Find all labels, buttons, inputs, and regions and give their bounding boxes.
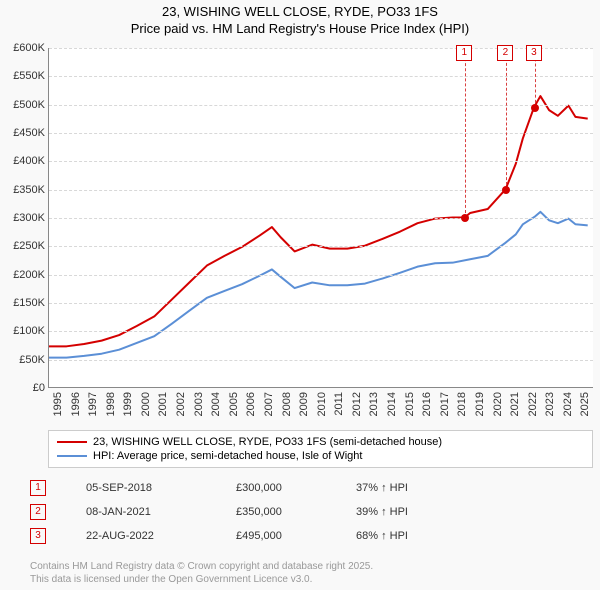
x-tick-label: 2011 xyxy=(333,392,345,416)
x-tick-label: 2006 xyxy=(245,392,257,416)
chart-title-line1: 23, WISHING WELL CLOSE, RYDE, PO33 1FS xyxy=(0,4,600,19)
x-tick-label: 2022 xyxy=(527,392,539,416)
x-tick-label: 2015 xyxy=(404,392,416,416)
event-row: 2 08-JAN-2021£350,00039% ↑ HPI xyxy=(30,500,590,524)
event-row: 1 05-SEP-2018£300,00037% ↑ HPI xyxy=(30,476,590,500)
x-tick-label: 2008 xyxy=(281,392,293,416)
y-tick-label: £300K xyxy=(0,212,45,224)
event-row-pct: 37% ↑ HPI xyxy=(356,482,476,494)
x-tick-label: 2021 xyxy=(509,392,521,416)
x-tick-label: 1998 xyxy=(105,392,117,416)
gridline xyxy=(49,133,593,134)
y-tick-label: £350K xyxy=(0,184,45,196)
gridline xyxy=(49,360,593,361)
x-tick-label: 2018 xyxy=(456,392,468,416)
y-tick-label: £400K xyxy=(0,155,45,167)
x-tick-label: 2001 xyxy=(157,392,169,416)
x-tick-label: 2005 xyxy=(228,392,240,416)
x-tick-label: 2019 xyxy=(474,392,486,416)
events-table: 1 05-SEP-2018£300,00037% ↑ HPI 2 08-JAN-202… xyxy=(30,476,590,548)
event-row-date: 22-AUG-2022 xyxy=(86,530,236,542)
event-dot xyxy=(502,186,510,194)
x-tick-label: 2017 xyxy=(439,392,451,416)
event-row-badge: 3 xyxy=(30,528,46,544)
gridline xyxy=(49,190,593,191)
y-tick-label: £100K xyxy=(0,325,45,337)
gridline xyxy=(49,246,593,247)
x-tick-label: 2003 xyxy=(193,392,205,416)
x-tick-label: 2016 xyxy=(421,392,433,416)
x-tick-label: 2012 xyxy=(351,392,363,416)
event-row-badge: 1 xyxy=(30,480,46,496)
event-row-price: £350,000 xyxy=(236,506,356,518)
event-badge: 1 xyxy=(456,45,472,61)
x-tick-label: 1997 xyxy=(87,392,99,416)
x-tick-label: 2004 xyxy=(210,392,222,416)
y-tick-label: £50K xyxy=(0,354,45,366)
event-dot xyxy=(531,104,539,112)
y-tick-label: £450K xyxy=(0,127,45,139)
event-row-pct: 68% ↑ HPI xyxy=(356,530,476,542)
x-tick-label: 2023 xyxy=(544,392,556,416)
x-tick-label: 2007 xyxy=(263,392,275,416)
gridline xyxy=(49,303,593,304)
x-tick-label: 2000 xyxy=(140,392,152,416)
gridline xyxy=(49,76,593,77)
x-tick-label: 2013 xyxy=(368,392,380,416)
x-tick-label: 2020 xyxy=(492,392,504,416)
chart-container: 23, WISHING WELL CLOSE, RYDE, PO33 1FS P… xyxy=(0,0,600,590)
gridline xyxy=(49,331,593,332)
event-row-date: 05-SEP-2018 xyxy=(86,482,236,494)
legend-label: 23, WISHING WELL CLOSE, RYDE, PO33 1FS (… xyxy=(93,436,442,448)
x-tick-label: 2009 xyxy=(298,392,310,416)
gridline xyxy=(49,161,593,162)
y-tick-label: £500K xyxy=(0,99,45,111)
y-tick-label: £250K xyxy=(0,240,45,252)
y-tick-label: £600K xyxy=(0,42,45,54)
legend-swatch xyxy=(57,441,87,443)
x-tick-label: 2025 xyxy=(579,392,591,416)
legend-item: HPI: Average price, semi-detached house,… xyxy=(57,449,584,463)
attribution-line1: Contains HM Land Registry data © Crown c… xyxy=(30,560,373,573)
y-tick-label: £550K xyxy=(0,70,45,82)
y-tick-label: £150K xyxy=(0,297,45,309)
chart-title-line2: Price paid vs. HM Land Registry's House … xyxy=(0,21,600,36)
event-row-price: £300,000 xyxy=(236,482,356,494)
event-row-pct: 39% ↑ HPI xyxy=(356,506,476,518)
series-line xyxy=(49,212,588,358)
event-marker xyxy=(465,48,466,218)
gridline xyxy=(49,105,593,106)
event-marker xyxy=(506,48,507,190)
attribution-line2: This data is licensed under the Open Gov… xyxy=(30,573,373,586)
plot-area xyxy=(48,48,593,388)
legend-label: HPI: Average price, semi-detached house,… xyxy=(93,450,362,462)
x-tick-label: 2002 xyxy=(175,392,187,416)
event-dot xyxy=(461,214,469,222)
event-badge: 2 xyxy=(497,45,513,61)
y-tick-label: £200K xyxy=(0,269,45,281)
event-row: 3 22-AUG-2022£495,00068% ↑ HPI xyxy=(30,524,590,548)
attribution-text: Contains HM Land Registry data © Crown c… xyxy=(30,560,373,586)
gridline xyxy=(49,218,593,219)
event-row-badge: 2 xyxy=(30,504,46,520)
event-row-price: £495,000 xyxy=(236,530,356,542)
x-tick-label: 2024 xyxy=(562,392,574,416)
chart-titles: 23, WISHING WELL CLOSE, RYDE, PO33 1FS P… xyxy=(0,0,600,36)
gridline xyxy=(49,275,593,276)
x-tick-label: 2014 xyxy=(386,392,398,416)
y-tick-label: £0 xyxy=(0,382,45,394)
chart-legend: 23, WISHING WELL CLOSE, RYDE, PO33 1FS (… xyxy=(48,430,593,468)
legend-swatch xyxy=(57,455,87,457)
x-tick-label: 1999 xyxy=(122,392,134,416)
event-row-date: 08-JAN-2021 xyxy=(86,506,236,518)
legend-item: 23, WISHING WELL CLOSE, RYDE, PO33 1FS (… xyxy=(57,435,584,449)
x-tick-label: 1996 xyxy=(70,392,82,416)
x-tick-label: 2010 xyxy=(316,392,328,416)
event-badge: 3 xyxy=(526,45,542,61)
x-tick-label: 1995 xyxy=(52,392,64,416)
